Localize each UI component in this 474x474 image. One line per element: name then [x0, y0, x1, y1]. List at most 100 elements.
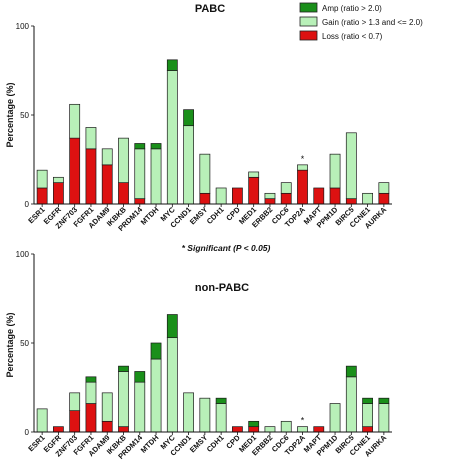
non-pabc-bar-gain-emsy	[199, 397, 211, 433]
non-pabc-bar-gain-adam9	[101, 392, 113, 422]
non-pabc-bar-loss-ccne1	[362, 426, 373, 433]
pabc-bar-loss-emsy	[199, 192, 211, 205]
pabc-bar-gain-med1	[248, 171, 260, 178]
non-pabc-bar-loss-fgfr1	[85, 403, 97, 433]
pabc-bar-amp-ccnd1	[183, 109, 194, 127]
pabc-x-tick-label-mtdh: MTDH	[139, 205, 161, 227]
pabc-y-tick-label-0: 0	[25, 200, 30, 209]
non-pabc-bar-gain-prdm14	[134, 381, 146, 433]
non-pabc-significance-marker-top2a: *	[301, 416, 305, 426]
non-pabc-bar-gain-top2a	[297, 426, 308, 433]
pabc-bar-loss-ppm1d	[329, 187, 341, 205]
non-pabc-x-tick-label-emsy: EMSY	[188, 433, 209, 454]
non-pabc-x-tick-label-cdh1: CDH1	[205, 433, 226, 454]
non-pabc-bar-loss-znf703	[69, 410, 81, 433]
legend-item-loss: Loss (ratio < 0.7)	[299, 30, 383, 41]
legend-item-amp: Amp (ratio > 2.0)	[299, 2, 382, 13]
pabc-bar-loss-prdm14	[134, 198, 146, 205]
pabc-y-axis-label: Percentage (%)	[5, 82, 15, 147]
pabc-bar-gain-ppm1d	[329, 153, 341, 189]
legend-swatch-amp	[299, 2, 318, 13]
pabc-bar-loss-esr1	[36, 187, 48, 205]
pabc-bar-loss-adam9	[101, 164, 113, 205]
pabc-bar-loss-ikbkb	[118, 182, 129, 205]
non-pabc-x-tick-label-mtdh: MTDH	[139, 433, 161, 455]
pabc-bar-loss-fgfr1	[85, 148, 97, 205]
pabc-bar-gain-ccne1	[362, 192, 373, 205]
non-pabc-bar-gain-cdh1	[215, 403, 227, 433]
pabc-bar-loss-mapt	[313, 187, 325, 205]
non-pabc-bar-gain-ccne1	[362, 403, 373, 428]
legend-label-amp: Amp (ratio > 2.0)	[322, 4, 382, 13]
pabc-x-tick-label-emsy: EMSY	[188, 205, 209, 226]
pabc-bar-gain-prdm14	[134, 148, 146, 200]
pabc-bar-gain-top2a	[297, 164, 308, 171]
non-pabc-bar-amp-med1	[248, 420, 260, 428]
pabc-bar-loss-aurka	[378, 192, 390, 205]
pabc-bar-gain-ccnd1	[183, 125, 194, 205]
non-pabc-bar-gain-myc	[166, 337, 178, 433]
legend-label-loss: Loss (ratio < 0.7)	[322, 32, 383, 41]
pabc-bars: *	[36, 59, 390, 205]
non-pabc-bar-loss-mapt	[313, 426, 325, 433]
pabc-chart-title: PABC	[195, 3, 225, 15]
non-pabc-bar-amp-ikbkb	[118, 365, 129, 372]
pabc-bar-gain-znf703	[69, 103, 81, 139]
pabc-bar-gain-myc	[166, 70, 178, 205]
non-pabc-bar-loss-egfr	[53, 426, 64, 433]
pabc-bar-gain-birc5	[345, 132, 357, 200]
pabc-bar-loss-cdc6	[280, 192, 292, 205]
non-pabc-bar-gain-ppm1d	[329, 403, 341, 433]
pabc-bar-gain-ikbkb	[118, 137, 129, 183]
pabc-bar-gain-erbb2	[264, 192, 276, 200]
non-pabc-bars: *	[36, 314, 390, 433]
non-pabc-y-tick-label-100: 100	[16, 250, 30, 259]
pabc-y-tick-label-100: 100	[16, 22, 30, 31]
non-pabc-bar-loss-adam9	[101, 420, 113, 433]
legend: Amp (ratio > 2.0) Gain (ratio > 1.3 and …	[299, 2, 423, 41]
non-pabc-bar-loss-med1	[248, 426, 260, 433]
non-pabc-bar-gain-aurka	[378, 403, 390, 433]
pabc-bar-gain-cdc6	[280, 182, 292, 194]
non-pabc-bar-amp-myc	[166, 314, 178, 339]
pabc-bar-gain-emsy	[199, 153, 211, 194]
non-pabc-chart-title: non-PABC	[195, 282, 249, 294]
non-pabc-bar-amp-aurka	[378, 397, 390, 404]
non-pabc-bar-gain-cdc6	[280, 420, 292, 433]
pabc-bar-loss-med1	[248, 176, 260, 205]
pabc-bar-amp-mtdh	[150, 143, 162, 150]
legend-swatch-loss	[299, 30, 318, 41]
pabc-bar-loss-birc5	[345, 198, 357, 205]
non-pabc-y-tick-label-50: 50	[20, 339, 29, 348]
significance-footnote: * Significant (P < 0.05)	[182, 243, 271, 253]
pabc-bar-gain-adam9	[101, 148, 113, 166]
pabc-bar-gain-mtdh	[150, 148, 162, 205]
non-pabc-bar-amp-fgfr1	[85, 376, 97, 383]
non-pabc-panel: non-PABC Percentage (%) * ESR1EGFRZNF703…	[5, 250, 392, 461]
non-pabc-bar-gain-fgfr1	[85, 381, 97, 404]
pabc-x-tick-label-cdh1: CDH1	[205, 205, 226, 226]
non-pabc-bar-gain-ikbkb	[118, 371, 129, 428]
non-pabc-bar-gain-birc5	[345, 376, 357, 433]
pabc-bar-amp-myc	[166, 59, 178, 71]
non-pabc-bar-gain-znf703	[69, 392, 81, 411]
non-pabc-bar-gain-erbb2	[264, 426, 276, 433]
legend-swatch-gain	[299, 16, 318, 27]
non-pabc-bar-amp-birc5	[345, 365, 357, 378]
pabc-bar-gain-cdh1	[215, 187, 227, 205]
pabc-bar-loss-erbb2	[264, 198, 276, 205]
non-pabc-bar-gain-ccnd1	[183, 392, 194, 433]
pabc-bar-gain-fgfr1	[85, 127, 97, 150]
pabc-bar-gain-egfr	[53, 176, 64, 183]
non-pabc-bar-amp-ccne1	[362, 397, 373, 404]
legend-label-gain: Gain (ratio > 1.3 and <= 2.0)	[322, 18, 423, 27]
non-pabc-y-axis-label: Percentage (%)	[5, 312, 15, 377]
pabc-bar-loss-top2a	[297, 169, 308, 205]
pabc-y-tick-label-50: 50	[20, 111, 29, 120]
legend-item-gain: Gain (ratio > 1.3 and <= 2.0)	[299, 16, 423, 27]
pabc-bar-amp-prdm14	[134, 143, 146, 150]
non-pabc-bar-loss-ikbkb	[118, 426, 129, 433]
pabc-bar-gain-esr1	[36, 169, 48, 189]
pabc-significance-marker-top2a: *	[301, 154, 305, 164]
